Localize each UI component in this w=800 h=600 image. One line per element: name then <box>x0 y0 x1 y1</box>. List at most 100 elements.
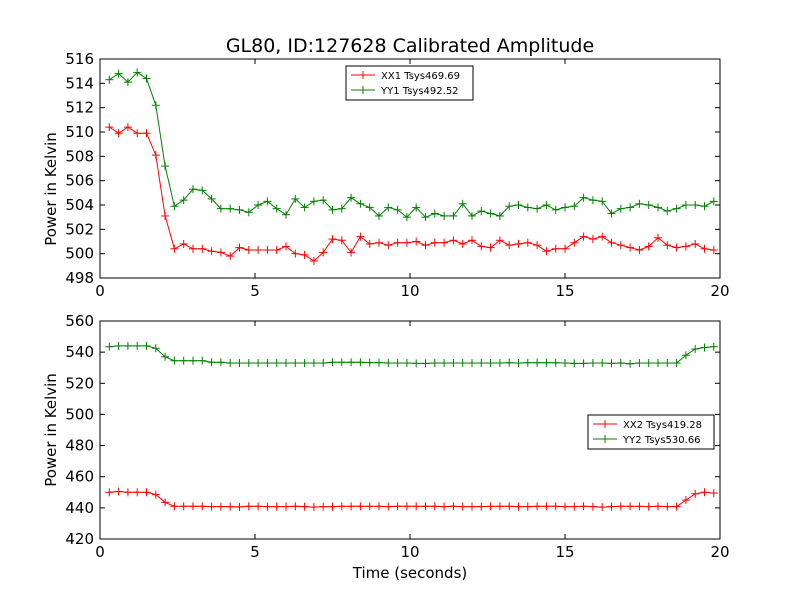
top-series-2-point <box>365 203 374 212</box>
top-series-1-point <box>626 243 635 252</box>
bottom-series-2-point <box>551 358 560 367</box>
top-series-2-point <box>421 213 430 222</box>
bottom-series-2-point <box>644 359 653 368</box>
top-series-2-point <box>709 197 718 206</box>
top-series-1-point <box>142 129 151 138</box>
top-series-2-point <box>189 185 197 194</box>
bottom-series-1-point <box>133 488 142 497</box>
top-series-2-point <box>542 201 551 209</box>
top-series-1-point <box>309 256 318 265</box>
top-series-1-point <box>672 243 681 252</box>
top-series-2-point <box>561 203 569 212</box>
top-x-tick-label: 10 <box>400 282 419 300</box>
bottom-series-1-point <box>235 502 244 511</box>
top-x-tick-label: 5 <box>250 282 260 300</box>
top-series-2-point <box>207 194 216 203</box>
top-series-1-point <box>570 238 579 247</box>
bottom-series-2-point <box>365 358 374 367</box>
top-series-1-point <box>375 238 383 247</box>
bottom-series-2-point <box>291 359 300 368</box>
top-series-2-point <box>384 203 393 212</box>
top-series-2-point <box>235 205 244 214</box>
bottom-series-2-point <box>458 359 467 368</box>
bottom-series-2-point <box>440 359 449 368</box>
bottom-series-1-point <box>347 502 356 511</box>
top-series-1-point <box>477 242 486 251</box>
top-legend: XX1 Tsys469.69 YY1 Tsys492.52 <box>345 65 474 101</box>
top-series-2-point <box>123 78 132 87</box>
top-series-1-point <box>133 129 142 138</box>
bottom-series-2-point <box>384 359 393 368</box>
top-series-1-point <box>449 236 458 245</box>
bottom-x-tick-label: 20 <box>710 543 729 561</box>
top-series-2-point <box>356 199 365 208</box>
bottom-series-2-point <box>272 359 281 368</box>
bottom-series-1-point <box>254 502 263 511</box>
bottom-series-2-point <box>328 358 337 367</box>
bottom-series-1-point <box>337 502 346 511</box>
top-series-2-point <box>393 205 402 214</box>
bottom-series-1-point <box>356 502 365 511</box>
bottom-series-1-point <box>654 502 662 511</box>
bottom-series-2-point <box>505 358 514 367</box>
bottom-series-1-point <box>300 502 309 511</box>
top-series-1-point <box>681 242 690 251</box>
bottom-series-2-point <box>626 359 635 368</box>
top-series-1-point <box>328 235 337 244</box>
bottom-series-2-point <box>133 341 142 350</box>
top-series-2-point <box>551 205 560 214</box>
top-series-1-point <box>709 246 718 255</box>
bottom-legend-label-1: XX2 Tsys419.28 <box>623 420 702 431</box>
top-y-tick-label: 510 <box>65 123 94 141</box>
top-y-tick-label: 506 <box>65 172 94 190</box>
top-series-2-point <box>681 201 690 209</box>
bottom-series-2-point <box>700 343 709 352</box>
top-y-tick-label: 508 <box>65 147 94 165</box>
top-series-1-point <box>468 236 476 245</box>
bottom-series-1-point <box>579 502 588 511</box>
bottom-series-1-point <box>616 502 625 511</box>
top-series-1-point <box>412 237 421 246</box>
top-series-2-point <box>533 204 542 213</box>
bottom-series-1-point <box>207 502 216 511</box>
top-series-2-point <box>579 193 588 202</box>
bottom-series-2-point <box>347 358 356 367</box>
bottom-series-2-point <box>402 359 411 368</box>
bottom-series-1-point <box>523 502 532 511</box>
top-series-1-point <box>430 238 439 247</box>
bottom-y-tick-label: 500 <box>65 405 94 423</box>
top-series-1-point <box>533 241 542 250</box>
bottom-subplot: Power in Kelvin Time (seconds) 0 5 10 15 20 4… <box>42 312 730 582</box>
top-series-1-point <box>514 239 523 248</box>
top-series-2-point <box>598 197 607 206</box>
top-series-2-point <box>449 211 458 220</box>
bottom-series-1-point <box>542 502 551 511</box>
bottom-series-1-point <box>282 502 290 511</box>
bottom-series-1-point <box>588 502 597 511</box>
top-x-tick-label: 0 <box>95 282 105 300</box>
bottom-series-1-point <box>198 502 207 511</box>
bottom-series-1-point <box>700 488 709 497</box>
bottom-legend-entry-1: XX2 Tsys419.28 <box>593 420 702 431</box>
top-legend-label-1: XX1 Tsys469.69 <box>381 71 460 82</box>
bottom-series-1-point <box>105 488 114 497</box>
top-series-1-point <box>207 247 216 256</box>
top-series-1-point <box>561 244 569 253</box>
bottom-series-2-point <box>681 351 690 360</box>
top-series-2-point <box>244 208 253 217</box>
bottom-series-1-point <box>179 502 188 511</box>
bottom-x-axis-label: Time (seconds) <box>352 564 468 582</box>
bottom-series-1-point <box>161 498 170 507</box>
bottom-y-tick-label: 460 <box>65 468 94 486</box>
bottom-series-1-point <box>709 489 718 498</box>
top-series-1-point <box>579 232 588 241</box>
bottom-series-2-point <box>114 341 123 350</box>
bottom-series-1-point <box>486 502 495 511</box>
top-series-2-point <box>337 204 346 213</box>
bottom-series-2-point <box>123 341 132 350</box>
bottom-series-1-point <box>449 502 458 511</box>
top-series-2-point <box>347 193 356 202</box>
bottom-series-1-point <box>189 502 197 511</box>
top-series-2-point <box>170 202 179 211</box>
